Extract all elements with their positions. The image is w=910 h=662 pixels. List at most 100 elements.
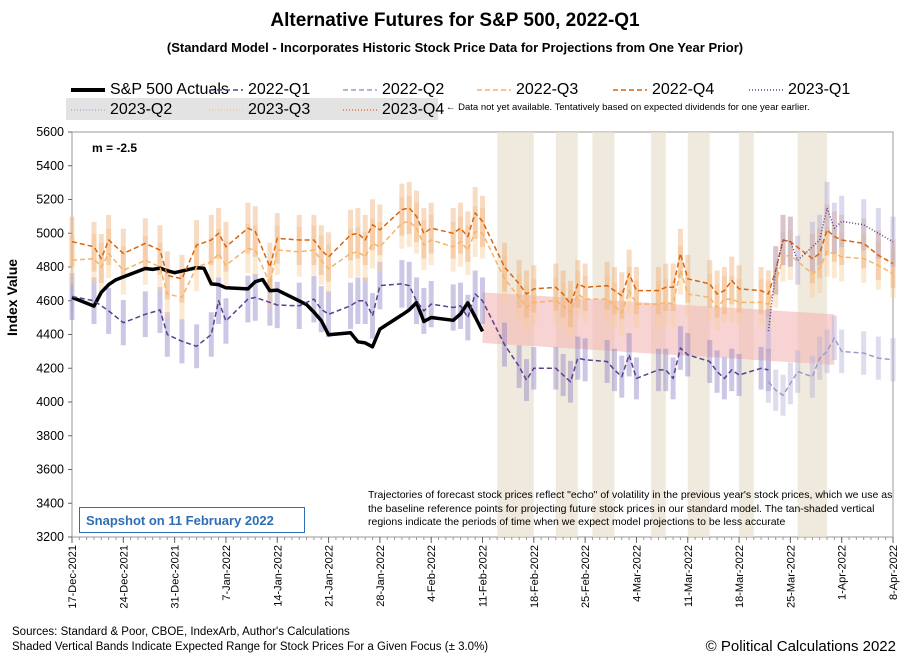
legend-swatch-4 <box>613 89 647 91</box>
band-3-22 <box>355 227 361 277</box>
band-1-19 <box>326 291 332 338</box>
legend-swatch-2 <box>343 89 377 91</box>
legend-note: ← Data not yet available. Tentatively ba… <box>446 102 810 113</box>
band-3-53 <box>677 246 683 295</box>
band-5-0 <box>765 308 771 354</box>
band-4-37 <box>516 260 522 308</box>
band-4-55 <box>707 260 713 308</box>
legend-item-5: 2023-Q1 <box>748 81 850 99</box>
band-1-23 <box>370 293 376 339</box>
legend-swatch-1 <box>209 89 243 91</box>
band-1-25 <box>399 260 405 308</box>
model-note: Trajectories of forecast stock prices re… <box>368 489 893 528</box>
band-4-0 <box>69 216 75 267</box>
legend-row2-background <box>66 98 438 120</box>
band-1-55 <box>714 350 720 393</box>
band-3-43 <box>575 270 581 318</box>
band-4-53 <box>677 228 683 279</box>
band-1-21 <box>355 277 361 325</box>
band-1-42 <box>575 336 581 380</box>
legend-label-4: 2022-Q4 <box>652 81 715 98</box>
legend-swatch-5 <box>749 89 783 91</box>
band-1-45 <box>611 348 617 392</box>
band-3-25 <box>377 221 383 272</box>
band-4-67 <box>824 204 830 256</box>
y-tick-label-0: 3200 <box>36 530 64 544</box>
m-value-label: m = -2.5 <box>92 141 138 155</box>
band-3-1 <box>91 234 97 284</box>
legend-swatch-7 <box>209 109 243 111</box>
band-3-45 <box>604 275 610 323</box>
band-4-21 <box>348 209 354 261</box>
legend-item-8: 2023-Q4 <box>342 101 444 119</box>
legend-item-3: 2022-Q3 <box>476 81 578 99</box>
band-3-23 <box>362 232 368 282</box>
legend-label-1: 2022-Q1 <box>248 81 311 98</box>
band-3-17 <box>296 227 302 277</box>
series-line-0 <box>71 265 485 349</box>
y-tick-label-6: 4400 <box>36 328 64 342</box>
y-tick-label-2: 3600 <box>36 463 64 477</box>
y-tick-label-10: 5200 <box>36 193 64 207</box>
band-3-51 <box>663 279 669 326</box>
pink-forecast-zone <box>482 292 835 365</box>
band-1-50 <box>663 348 669 392</box>
band-1-58 <box>736 353 742 397</box>
y-tick-label-9: 5000 <box>36 226 64 240</box>
legend-item-7: 2023-Q3 <box>208 101 310 119</box>
legend-label-8: 2023-Q4 <box>382 101 445 118</box>
band-2-4 <box>795 350 801 393</box>
y-axis-label: Index Value <box>4 258 20 336</box>
x-tick-label-0: 17-Dec-2021 <box>67 545 79 609</box>
band-3-16 <box>274 225 280 275</box>
band-2-12 <box>890 338 896 382</box>
band-1-49 <box>655 348 661 392</box>
band-3-50 <box>655 280 661 328</box>
band-4-70 <box>861 218 867 269</box>
band-5-9 <box>839 195 845 248</box>
band-3-55 <box>707 273 713 321</box>
y-tick-label-1: 3400 <box>36 496 64 510</box>
x-tick-label-15: 1-Apr-2022 <box>837 545 849 600</box>
band-4-29 <box>421 207 427 259</box>
legend-label-7: 2023-Q3 <box>248 101 311 118</box>
x-tick-label-8: 11-Feb-2022 <box>478 545 490 607</box>
y-tick-label-8: 4800 <box>36 260 64 274</box>
y-tick-label-12: 5600 <box>36 125 64 139</box>
band-3-58 <box>729 275 735 323</box>
band-3-52 <box>670 280 676 328</box>
band-3-33 <box>465 225 471 275</box>
x-tick-label-11: 4-Mar-2022 <box>631 545 643 602</box>
band-4-66 <box>817 228 823 279</box>
band-3-46 <box>611 282 617 329</box>
band-1-27 <box>414 277 420 325</box>
chart-subtitle: (Standard Model - Incorporates Historic … <box>166 40 744 55</box>
band-4-26 <box>399 183 405 236</box>
band-3-14 <box>252 225 258 275</box>
band-1-36 <box>516 345 522 388</box>
band-2-0 <box>765 360 771 403</box>
band-4-27 <box>406 181 412 235</box>
band-4-72 <box>890 239 896 289</box>
band-1-18 <box>318 286 324 333</box>
band-3-44 <box>582 275 588 323</box>
series-line-3 <box>71 220 894 314</box>
series-line-1 <box>71 283 769 383</box>
band-3-57 <box>721 275 727 323</box>
band-4-32 <box>458 202 464 254</box>
x-tick-label-7: 4-Feb-2022 <box>426 545 438 602</box>
band-3-24 <box>370 218 376 269</box>
series-line-4 <box>71 207 894 305</box>
sources-text: Sources: Standard & Poor, CBOE, IndexArb… <box>12 626 350 638</box>
legend-swatch-3 <box>477 89 511 91</box>
band-4-36 <box>501 242 507 292</box>
x-tick-label-13: 18-Mar-2022 <box>734 545 746 608</box>
x-tick-label-4: 14-Jan-2022 <box>272 545 284 607</box>
band-3-27 <box>406 195 412 248</box>
x-tick-label-5: 21-Jan-2022 <box>324 545 336 607</box>
footer-sources: Sources: Standard & Poor, CBOE, IndexArb… <box>12 625 488 655</box>
band-4-30 <box>428 202 434 254</box>
band-3-4 <box>120 246 126 295</box>
band-4-44 <box>582 263 588 311</box>
band-1-43 <box>582 338 588 382</box>
